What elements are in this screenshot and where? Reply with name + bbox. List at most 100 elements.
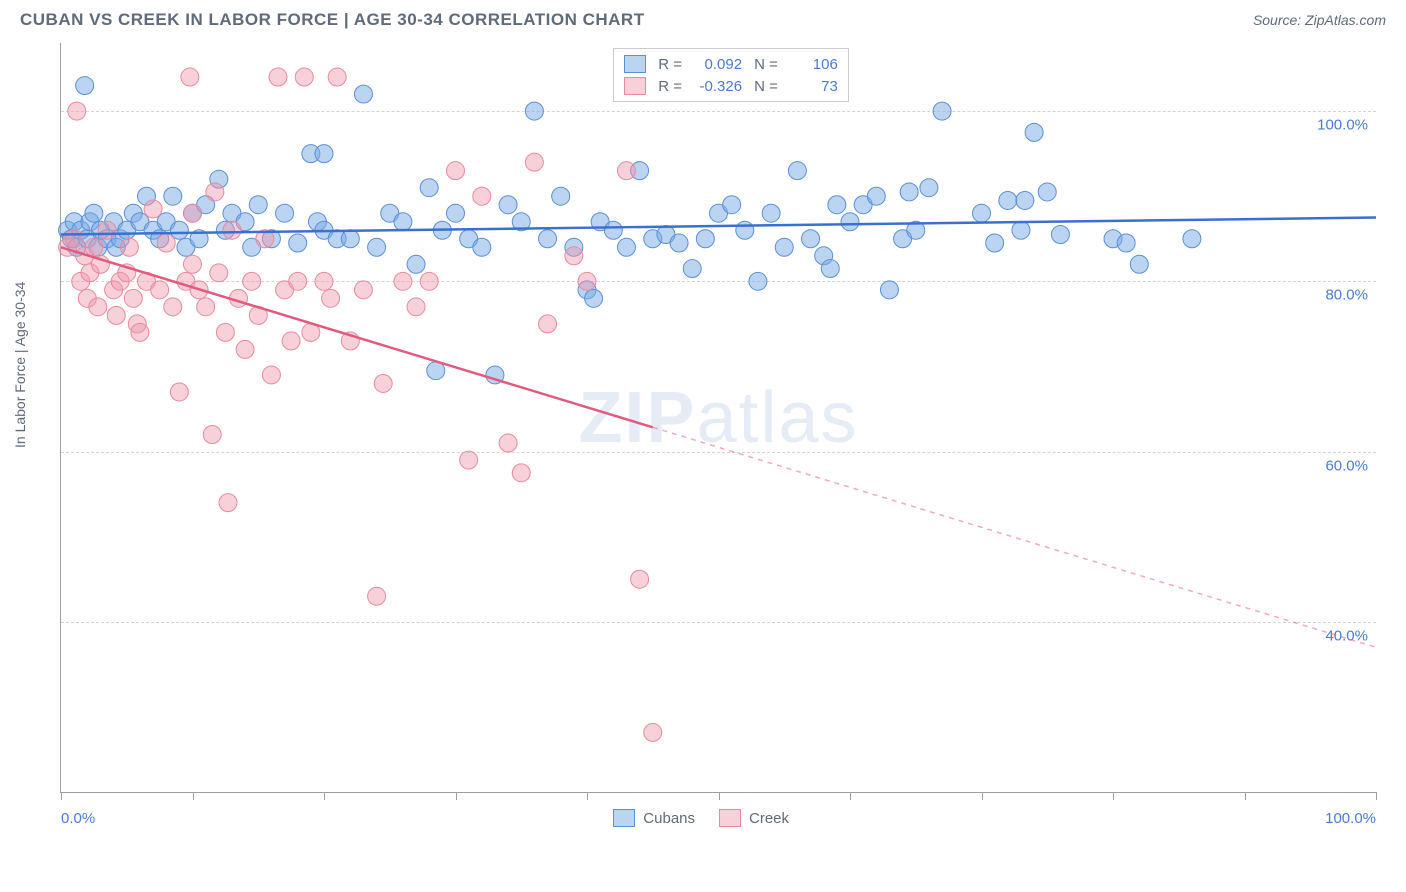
data-point bbox=[328, 68, 346, 86]
data-point bbox=[203, 426, 221, 444]
data-point bbox=[499, 434, 517, 452]
x-axis-min-label: 0.0% bbox=[61, 810, 95, 827]
data-point bbox=[920, 179, 938, 197]
data-point bbox=[157, 234, 175, 252]
n-value: 73 bbox=[786, 78, 838, 95]
data-point bbox=[749, 272, 767, 290]
data-point bbox=[262, 366, 280, 384]
data-point bbox=[131, 323, 149, 341]
series-legend-item: Cubans bbox=[613, 809, 695, 827]
data-point bbox=[289, 272, 307, 290]
data-point bbox=[604, 221, 622, 239]
stats-legend-row: R =-0.326N =73 bbox=[624, 75, 838, 97]
source-attribution: Source: ZipAtlas.com bbox=[1253, 12, 1386, 28]
data-point bbox=[525, 102, 543, 120]
data-point bbox=[1183, 230, 1201, 248]
series-legend-item: Creek bbox=[719, 809, 789, 827]
data-point bbox=[696, 230, 714, 248]
n-value: 106 bbox=[786, 56, 838, 73]
data-point bbox=[683, 260, 701, 278]
r-value: 0.092 bbox=[690, 56, 742, 73]
data-point bbox=[473, 238, 491, 256]
data-point bbox=[269, 68, 287, 86]
data-point bbox=[315, 145, 333, 163]
data-point bbox=[289, 234, 307, 252]
data-point bbox=[999, 191, 1017, 209]
data-point bbox=[164, 298, 182, 316]
data-point bbox=[539, 230, 557, 248]
x-axis-max-label: 100.0% bbox=[1325, 810, 1376, 827]
data-point bbox=[565, 247, 583, 265]
plot-area: ZIPatlas 40.0%60.0%80.0%100.0% R =0.092N… bbox=[60, 43, 1376, 793]
data-point bbox=[151, 281, 169, 299]
data-point bbox=[407, 255, 425, 273]
data-point bbox=[120, 238, 138, 256]
data-point bbox=[1051, 226, 1069, 244]
data-point bbox=[249, 196, 267, 214]
n-label: N = bbox=[754, 56, 778, 73]
data-point bbox=[539, 315, 557, 333]
data-point bbox=[736, 221, 754, 239]
data-point bbox=[374, 374, 392, 392]
data-point bbox=[243, 272, 261, 290]
data-point bbox=[407, 298, 425, 316]
data-point bbox=[354, 85, 372, 103]
data-point bbox=[184, 255, 202, 273]
data-point bbox=[867, 187, 885, 205]
data-point bbox=[85, 204, 103, 222]
data-point bbox=[631, 570, 649, 588]
data-point bbox=[802, 230, 820, 248]
data-point bbox=[420, 272, 438, 290]
x-tick bbox=[1113, 792, 1114, 800]
data-point bbox=[197, 298, 215, 316]
data-point bbox=[354, 281, 372, 299]
data-point bbox=[1025, 123, 1043, 141]
series-name: Creek bbox=[749, 810, 789, 827]
data-point bbox=[65, 230, 83, 248]
data-point bbox=[210, 264, 228, 282]
data-point bbox=[617, 238, 635, 256]
data-point bbox=[986, 234, 1004, 252]
data-point bbox=[578, 272, 596, 290]
data-point bbox=[617, 162, 635, 180]
data-point bbox=[216, 323, 234, 341]
data-point bbox=[124, 289, 142, 307]
data-point bbox=[460, 451, 478, 469]
data-point bbox=[1130, 255, 1148, 273]
data-point bbox=[236, 340, 254, 358]
data-point bbox=[1038, 183, 1056, 201]
series-name: Cubans bbox=[643, 810, 695, 827]
data-point bbox=[282, 332, 300, 350]
data-point bbox=[775, 238, 793, 256]
x-tick bbox=[456, 792, 457, 800]
data-point bbox=[499, 196, 517, 214]
data-point bbox=[525, 153, 543, 171]
data-point bbox=[164, 187, 182, 205]
data-point bbox=[368, 587, 386, 605]
x-tick bbox=[324, 792, 325, 800]
data-point bbox=[841, 213, 859, 231]
legend-swatch bbox=[624, 55, 646, 73]
data-point bbox=[89, 298, 107, 316]
data-point bbox=[170, 383, 188, 401]
x-tick bbox=[1245, 792, 1246, 800]
series-legend: Cubans Creek bbox=[613, 809, 789, 827]
data-point bbox=[585, 289, 603, 307]
data-point bbox=[181, 68, 199, 86]
data-point bbox=[973, 204, 991, 222]
data-point bbox=[68, 102, 86, 120]
y-axis-label: In Labor Force | Age 30-34 bbox=[12, 282, 28, 448]
x-tick bbox=[193, 792, 194, 800]
data-point bbox=[315, 272, 333, 290]
data-point bbox=[98, 221, 116, 239]
data-point bbox=[394, 272, 412, 290]
trend-line-extrapolated bbox=[653, 427, 1376, 647]
data-point bbox=[552, 187, 570, 205]
data-point bbox=[295, 68, 313, 86]
x-tick bbox=[587, 792, 588, 800]
r-label: R = bbox=[658, 78, 682, 95]
data-point bbox=[723, 196, 741, 214]
data-point bbox=[828, 196, 846, 214]
data-point bbox=[85, 238, 103, 256]
data-point bbox=[880, 281, 898, 299]
